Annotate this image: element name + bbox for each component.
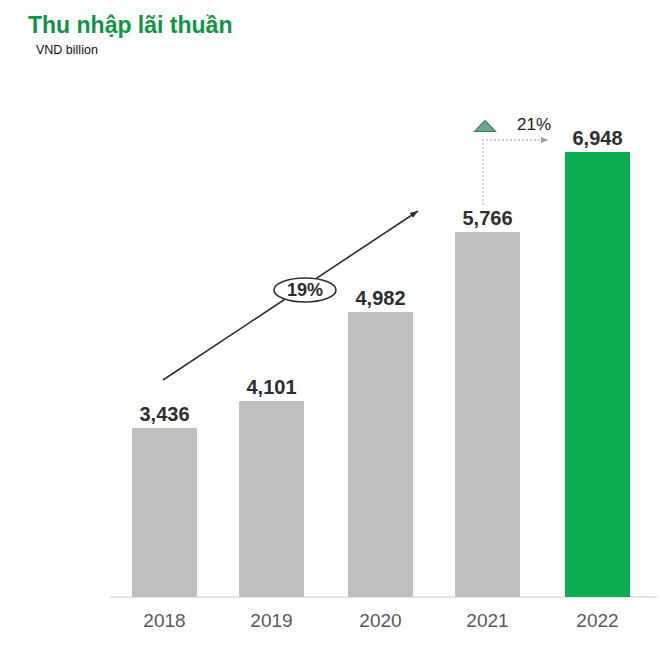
x-tick-2020: 2020 <box>359 610 401 631</box>
value-label-2018: 3,436 <box>139 403 189 425</box>
x-tick-2019: 2019 <box>250 610 292 631</box>
plot-area: 3,436 2018 4,101 2019 4,982 2020 5,766 2021 6,94… <box>0 0 660 648</box>
x-tick-2021: 2021 <box>466 610 508 631</box>
value-label-2022: 6,948 <box>572 127 622 149</box>
bar-2021 <box>455 232 520 597</box>
x-tick-2018: 2018 <box>143 610 185 631</box>
yoy-label: 21% <box>517 115 551 135</box>
bar-2022 <box>565 152 630 597</box>
slide: Thu nhập lãi thuần VND billion 3,4362018… <box>0 0 660 648</box>
value-label-2019: 4,101 <box>246 376 296 398</box>
value-label-2020: 4,982 <box>355 287 405 309</box>
bar-2018 <box>132 428 197 597</box>
bar-2019 <box>239 401 304 597</box>
bar-2020 <box>348 312 413 597</box>
cagr-label: 19% <box>287 280 323 301</box>
annotations-layer <box>0 0 660 648</box>
increase-triangle-icon <box>475 121 496 132</box>
value-label-2021: 5,766 <box>462 207 512 229</box>
x-tick-2022: 2022 <box>576 610 618 631</box>
yoy-connector-arrow <box>483 140 548 205</box>
